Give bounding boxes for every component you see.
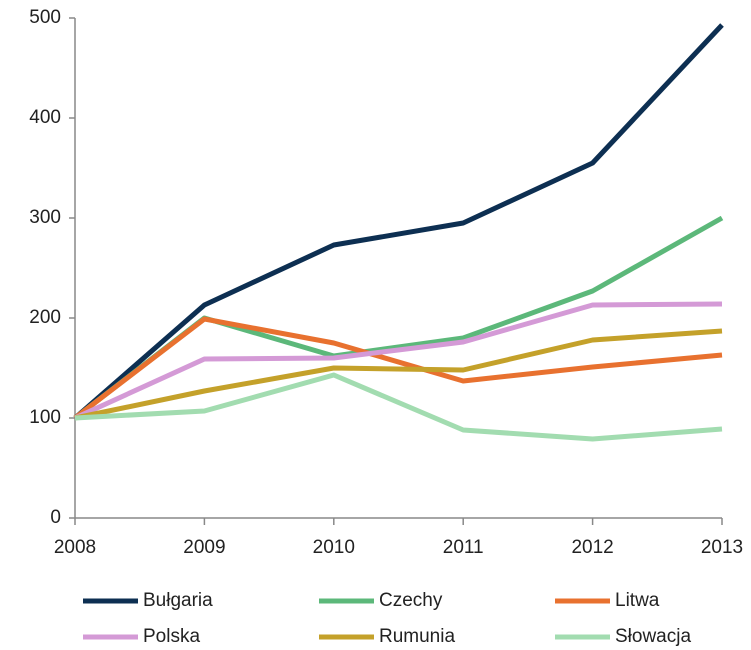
series-line	[73, 23, 724, 420]
y-tick-label: 100	[29, 407, 61, 428]
legend-label: Czechy	[379, 590, 443, 611]
y-tick-label: 200	[29, 307, 61, 328]
x-tick-label: 2008	[54, 537, 96, 558]
y-tick-label: 500	[29, 7, 61, 28]
x-tick-label: 2010	[313, 537, 355, 558]
legend-label: Litwa	[615, 590, 660, 611]
x-tick-label: 2013	[701, 537, 743, 558]
series-line	[73, 316, 723, 420]
y-tick-label: 0	[50, 507, 61, 528]
series-line	[74, 328, 723, 421]
series-line	[73, 215, 724, 420]
legend-label: Słowacja	[615, 626, 691, 647]
legend-label: Polska	[143, 626, 200, 647]
legend-label: Bułgaria	[143, 590, 213, 611]
legend-label: Rumunia	[379, 626, 455, 647]
series-line	[74, 372, 723, 442]
x-tick-label: 2012	[571, 537, 613, 558]
y-tick-label: 300	[29, 207, 61, 228]
y-tick-label: 400	[29, 107, 61, 128]
x-tick-label: 2009	[183, 537, 225, 558]
x-tick-label: 2011	[443, 537, 484, 558]
series-line	[73, 301, 723, 421]
